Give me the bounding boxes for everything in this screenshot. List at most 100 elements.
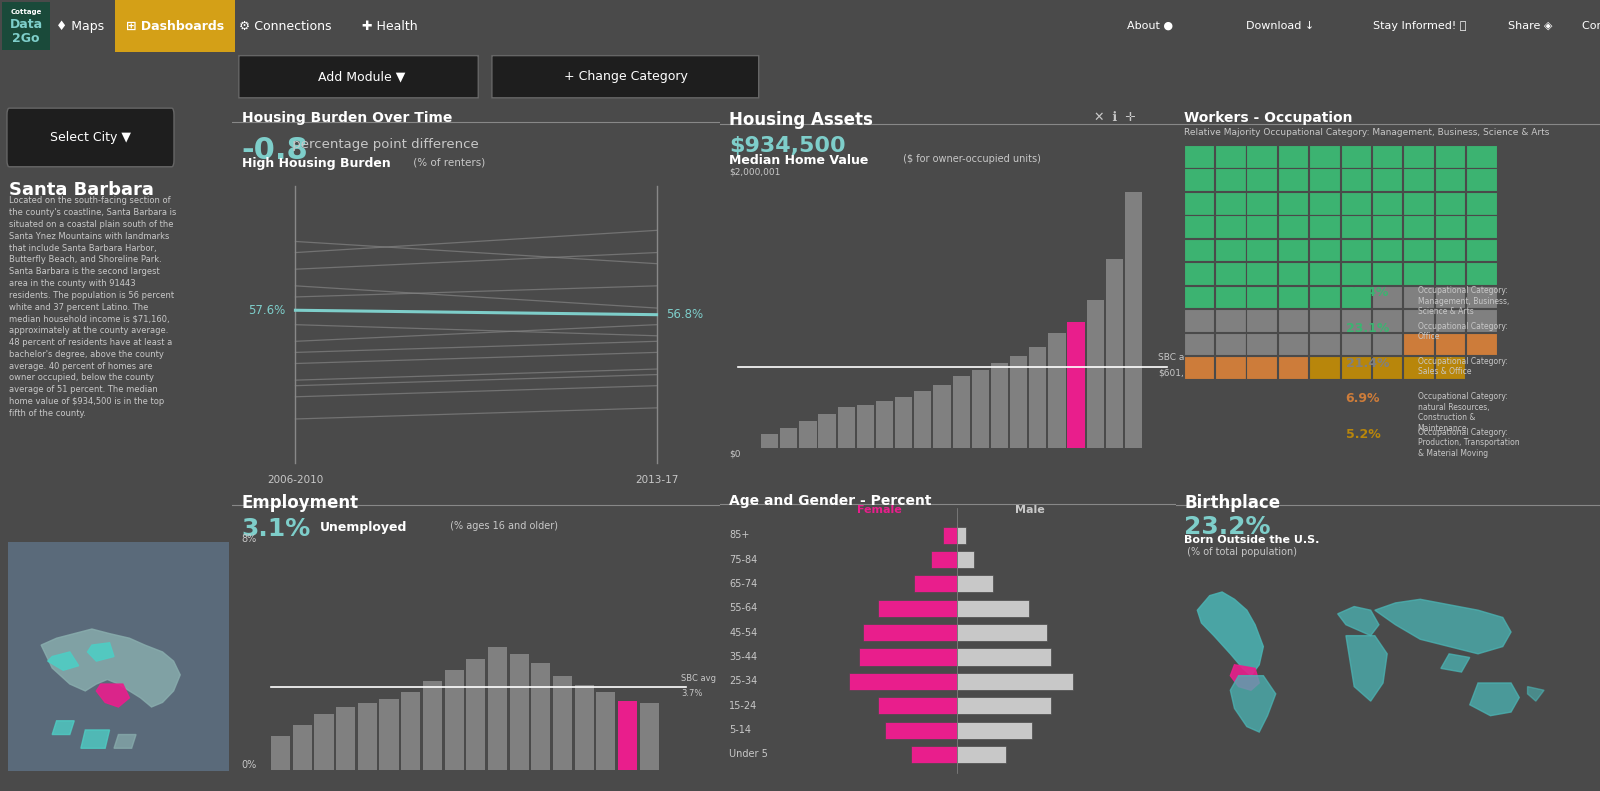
FancyBboxPatch shape [1309,239,1339,262]
Text: $934,500: $934,500 [730,136,846,156]
FancyBboxPatch shape [800,421,816,448]
FancyBboxPatch shape [1466,239,1496,262]
Text: ⚙ Connections: ⚙ Connections [238,20,331,32]
Text: Share ◈: Share ◈ [1507,21,1552,31]
FancyBboxPatch shape [1371,191,1403,214]
FancyBboxPatch shape [957,697,1051,714]
FancyBboxPatch shape [1309,263,1339,285]
Text: Cottage: Cottage [10,9,42,15]
Text: Age and Gender - Percent: Age and Gender - Percent [730,494,931,508]
FancyBboxPatch shape [402,692,421,770]
FancyBboxPatch shape [1403,191,1434,214]
FancyBboxPatch shape [1246,145,1277,168]
FancyBboxPatch shape [1435,239,1466,262]
Polygon shape [1470,683,1520,716]
FancyBboxPatch shape [957,721,1032,739]
FancyBboxPatch shape [1214,239,1245,262]
FancyBboxPatch shape [1246,191,1277,214]
FancyBboxPatch shape [1341,145,1371,168]
FancyBboxPatch shape [1371,333,1403,355]
Text: 35-44: 35-44 [730,652,757,662]
FancyBboxPatch shape [1309,191,1339,214]
Text: SBC avg: SBC avg [682,674,715,683]
FancyBboxPatch shape [1341,263,1371,285]
FancyBboxPatch shape [1309,356,1339,379]
FancyBboxPatch shape [270,736,290,770]
FancyBboxPatch shape [1435,356,1466,379]
Text: Employment: Employment [242,494,358,512]
Polygon shape [1442,654,1470,672]
FancyBboxPatch shape [1246,263,1277,285]
Text: Contact ✉: Contact ✉ [1582,21,1600,31]
FancyBboxPatch shape [1341,356,1371,379]
FancyBboxPatch shape [1309,309,1339,332]
FancyBboxPatch shape [1184,191,1214,214]
Text: Data: Data [10,17,43,31]
Polygon shape [1346,636,1387,701]
FancyBboxPatch shape [597,692,616,770]
Text: Download ↓: Download ↓ [1246,21,1314,31]
FancyBboxPatch shape [1403,145,1434,168]
FancyBboxPatch shape [1466,309,1496,332]
FancyBboxPatch shape [574,685,594,770]
FancyBboxPatch shape [488,647,507,770]
FancyBboxPatch shape [1466,215,1496,238]
Text: percentage point difference: percentage point difference [288,138,478,151]
Text: Located on the south-facing section of
the county's coastline, Santa Barbara is
: Located on the south-facing section of t… [10,196,176,418]
FancyBboxPatch shape [115,0,235,52]
Text: ♦ Maps: ♦ Maps [56,20,104,32]
Text: Stay Informed! 📢: Stay Informed! 📢 [1373,21,1467,31]
Text: Female: Female [858,505,902,516]
FancyBboxPatch shape [1184,215,1214,238]
FancyBboxPatch shape [1309,168,1339,191]
Text: 6.9%: 6.9% [1346,392,1381,406]
Text: ✚ Health: ✚ Health [362,20,418,32]
FancyBboxPatch shape [1184,286,1214,308]
FancyBboxPatch shape [1184,239,1214,262]
FancyBboxPatch shape [933,384,950,448]
Text: Occupational Category:
Production, Transportation
& Material Moving: Occupational Category: Production, Trans… [1418,428,1520,458]
FancyBboxPatch shape [466,659,485,770]
FancyBboxPatch shape [1214,286,1245,308]
Polygon shape [1197,592,1264,676]
FancyBboxPatch shape [1371,356,1403,379]
Text: 75-84: 75-84 [730,554,757,565]
FancyBboxPatch shape [1125,191,1142,448]
FancyBboxPatch shape [942,527,957,543]
FancyBboxPatch shape [1048,333,1066,448]
Text: 2013-17: 2013-17 [635,475,678,485]
FancyBboxPatch shape [1246,356,1277,379]
FancyBboxPatch shape [875,401,893,448]
FancyBboxPatch shape [293,725,312,770]
FancyBboxPatch shape [1010,356,1027,448]
FancyBboxPatch shape [1309,145,1339,168]
FancyBboxPatch shape [1278,168,1309,191]
FancyBboxPatch shape [1278,356,1309,379]
Polygon shape [53,721,74,735]
Text: 56.8%: 56.8% [666,308,704,321]
FancyBboxPatch shape [1403,168,1434,191]
FancyBboxPatch shape [1246,309,1277,332]
Text: Occupational Category:
natural Resources,
Construction &
Maintenance: Occupational Category: natural Resources… [1418,392,1507,433]
Polygon shape [1338,607,1379,636]
Text: Unemployed: Unemployed [320,520,408,534]
Text: Occupational Category:
Sales & Office: Occupational Category: Sales & Office [1418,357,1507,377]
FancyBboxPatch shape [445,670,464,770]
FancyBboxPatch shape [1466,191,1496,214]
FancyBboxPatch shape [1435,215,1466,238]
FancyBboxPatch shape [859,649,957,665]
Text: ⊞ Dashboards: ⊞ Dashboards [126,20,224,32]
FancyBboxPatch shape [957,673,1072,690]
FancyBboxPatch shape [1403,333,1434,355]
Text: (% of total population): (% of total population) [1184,547,1298,558]
Text: 55-64: 55-64 [730,604,757,613]
FancyBboxPatch shape [1309,215,1339,238]
FancyBboxPatch shape [1371,168,1403,191]
FancyBboxPatch shape [1278,263,1309,285]
Polygon shape [48,652,78,670]
FancyBboxPatch shape [838,407,854,448]
FancyBboxPatch shape [491,55,758,98]
Text: Relative Majority Occupational Category: Management, Business, Science & Arts: Relative Majority Occupational Category:… [1184,128,1550,137]
FancyBboxPatch shape [1341,309,1371,332]
FancyBboxPatch shape [1341,286,1371,308]
